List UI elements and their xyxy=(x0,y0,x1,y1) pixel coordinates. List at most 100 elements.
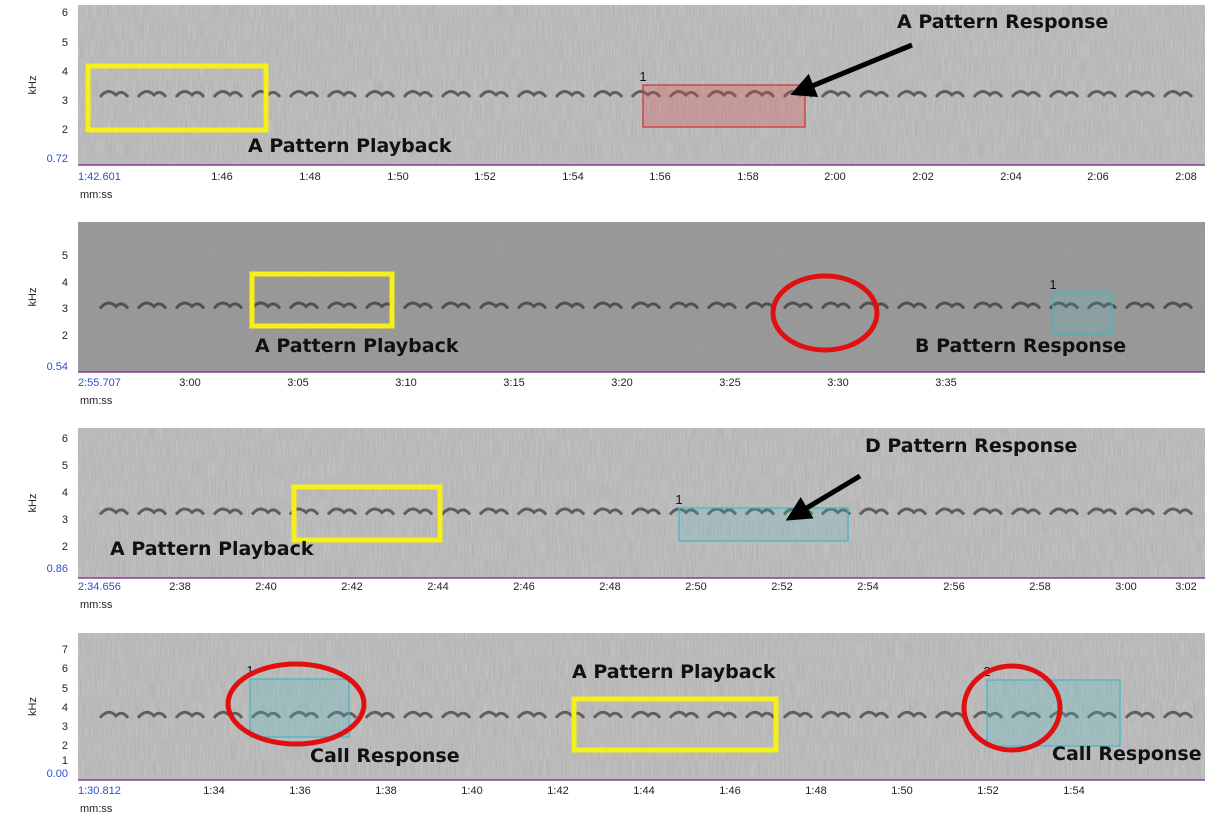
spectrogram-panel: kHz76543210.001:30.8121:341:361:381:401:… xyxy=(27,633,1205,815)
selection-box xyxy=(250,679,349,737)
y-tick-label: 2 xyxy=(62,124,68,136)
spectrogram-panel: kHz 6 5 4 3 2 0.86 2:34.656 2:38 2:40 2:42 2:44 2:46… xyxy=(27,428,1205,611)
x-axis-label: mm:ss xyxy=(80,803,113,815)
y-axis-label: kHz xyxy=(27,494,39,513)
y-tick-label: 2 xyxy=(62,541,68,553)
x-tick-label: 1:48 xyxy=(299,171,320,183)
x-tick-label: 2:46 xyxy=(513,581,534,593)
x-tick-label: 1:58 xyxy=(737,171,758,183)
x-tick-label: 2:52 xyxy=(771,581,792,593)
y-tick-label: 5 xyxy=(62,683,68,695)
x-tick-label: 1:36 xyxy=(289,785,310,797)
x-tick-label: 3:25 xyxy=(719,377,740,389)
y-tick-label: 5 xyxy=(62,37,68,49)
annotation: A Pattern Playback xyxy=(255,335,459,357)
x-tick-label: 2:48 xyxy=(599,581,620,593)
x-tick-label: 1:52 xyxy=(977,785,998,797)
x-tick-label: 2:44 xyxy=(427,581,448,593)
y-tick-label: 6 xyxy=(62,433,68,445)
x-axis-label: mm:ss xyxy=(80,395,113,407)
x-tick-label: 1:54 xyxy=(562,171,583,183)
x-tick-label: 1:40 xyxy=(461,785,482,797)
y-tick-label: 5 xyxy=(62,250,68,262)
annotation: D Pattern Response xyxy=(865,435,1077,457)
x-tick-label: 1:54 xyxy=(1063,785,1084,797)
x-tick-label: 3:05 xyxy=(287,377,308,389)
y-tick-label: 4 xyxy=(62,66,68,78)
x-tick-label: 2:54 xyxy=(857,581,878,593)
x-axis-label: mm:ss xyxy=(80,599,113,611)
x-tick-label: 2:38 xyxy=(169,581,190,593)
spectrogram-panel: kHz 6 5 4 3 2 0.72 1:42.601 1:46 1:48 1:50 1:52 1:54… xyxy=(27,5,1205,201)
y-tick-label: 7 xyxy=(62,644,68,656)
y-tick-label: 0.54 xyxy=(47,361,68,373)
y-tick-label: 6 xyxy=(62,7,68,19)
y-tick-label: 3 xyxy=(62,514,68,526)
y-tick-label: 2 xyxy=(62,740,68,752)
selection-box xyxy=(679,508,848,541)
x-tick-label: 1:34 xyxy=(203,785,224,797)
y-axis-label: kHz xyxy=(27,697,39,716)
x-tick-label: 2:58 xyxy=(1029,581,1050,593)
x-tick-label: 1:50 xyxy=(387,171,408,183)
x-tick-label: 2:55.707 xyxy=(78,377,121,389)
selection-label: 1 xyxy=(1049,277,1056,292)
x-tick-label: 2:50 xyxy=(685,581,706,593)
annotation: A Pattern Playback xyxy=(572,661,776,683)
annotation: A Pattern Response xyxy=(897,11,1108,33)
y-tick-label: 4 xyxy=(62,487,68,499)
x-tick-label: 1:46 xyxy=(719,785,740,797)
y-tick-label: 1 xyxy=(62,755,68,767)
x-tick-label: 3:00 xyxy=(1115,581,1136,593)
x-tick-label: 1:42.601 xyxy=(78,171,121,183)
x-tick-label: 2:34.656 xyxy=(78,581,121,593)
x-tick-label: 1:46 xyxy=(211,171,232,183)
x-tick-label: 2:40 xyxy=(255,581,276,593)
x-tick-label: 1:52 xyxy=(474,171,495,183)
x-tick-label: 3:20 xyxy=(611,377,632,389)
y-tick-label: 0.00 xyxy=(47,768,68,780)
selection-box xyxy=(643,85,805,127)
selection-label: 1 xyxy=(675,492,682,507)
y-axis-label: kHz xyxy=(27,76,39,95)
x-tick-label: 1:30.812 xyxy=(78,785,121,797)
annotation: A Pattern Playback xyxy=(248,135,452,157)
x-tick-label: 1:48 xyxy=(805,785,826,797)
y-tick-label: 3 xyxy=(62,303,68,315)
y-tick-label: 0.86 xyxy=(47,563,68,575)
x-tick-label: 2:02 xyxy=(912,171,933,183)
x-tick-label: 2:06 xyxy=(1087,171,1108,183)
x-tick-label: 2:08 xyxy=(1175,171,1196,183)
y-tick-label: 4 xyxy=(62,702,68,714)
x-tick-label: 1:42 xyxy=(547,785,568,797)
selection-box xyxy=(1053,293,1112,334)
x-tick-label: 1:50 xyxy=(891,785,912,797)
spectrogram-panel: kHz 5 4 3 2 0.54 2:55.707 3:00 3:05 3:10 3:15 3:20 3… xyxy=(27,222,1205,407)
y-tick-label: 6 xyxy=(62,663,68,675)
x-tick-label: 2:42 xyxy=(341,581,362,593)
x-tick-label: 3:00 xyxy=(179,377,200,389)
annotation: A Pattern Playback xyxy=(110,538,314,560)
x-axis-label: mm:ss xyxy=(80,189,113,201)
x-tick-label: 3:35 xyxy=(935,377,956,389)
x-tick-label: 3:10 xyxy=(395,377,416,389)
x-tick-label: 1:56 xyxy=(649,171,670,183)
y-tick-label: 4 xyxy=(62,277,68,289)
y-tick-label: 3 xyxy=(62,95,68,107)
x-tick-label: 1:44 xyxy=(633,785,654,797)
x-tick-label: 3:30 xyxy=(827,377,848,389)
x-tick-label: 2:00 xyxy=(824,171,845,183)
y-axis-label: kHz xyxy=(27,288,39,307)
x-tick-label: 2:56 xyxy=(943,581,964,593)
y-tick-label: 0.72 xyxy=(47,153,68,165)
annotation: B Pattern Response xyxy=(915,335,1126,357)
annotation: Call Response xyxy=(310,745,460,767)
x-tick-label: 3:15 xyxy=(503,377,524,389)
x-tick-label: 2:04 xyxy=(1000,171,1021,183)
spectrogram-figure: kHz 6 5 4 3 2 0.72 1:42.601 1:46 1:48 1:50 1:52 1:54… xyxy=(0,0,1210,822)
annotation: Call Response xyxy=(1052,743,1202,765)
x-tick-label: 1:38 xyxy=(375,785,396,797)
y-tick-label: 2 xyxy=(62,330,68,342)
y-tick-label: 5 xyxy=(62,460,68,472)
x-tick-label: 3:02 xyxy=(1175,581,1196,593)
